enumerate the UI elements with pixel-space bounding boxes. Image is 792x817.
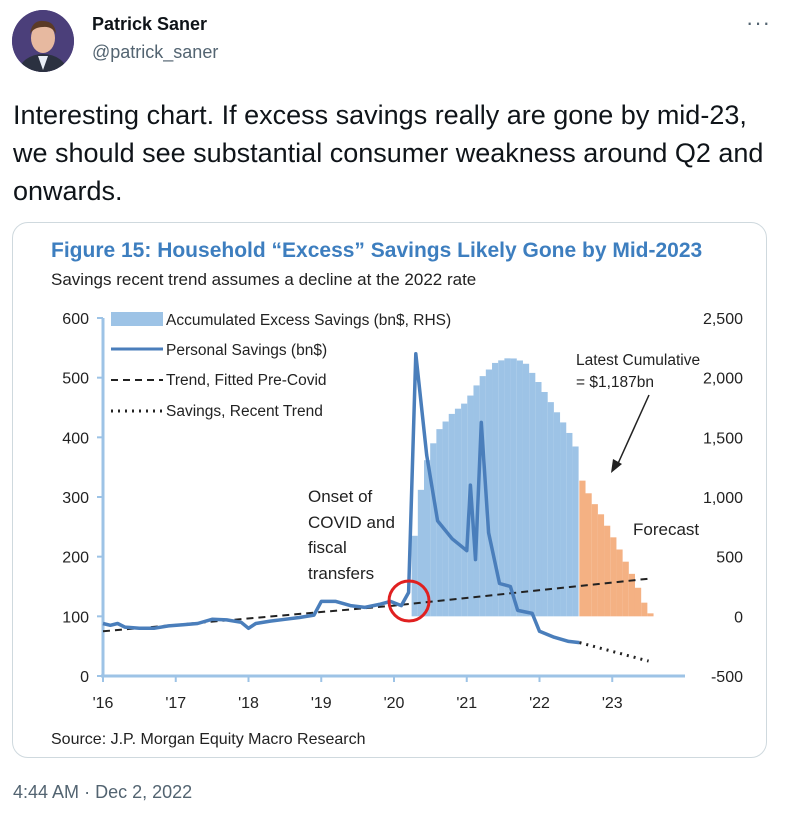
excess-savings-bar xyxy=(553,412,561,617)
tweet-media-chart[interactable]: Figure 15: Household “Excess” Savings Li… xyxy=(12,222,767,758)
y-right-tick-label: 1,500 xyxy=(703,430,743,447)
annotation-latest-line2: = $1,187bn xyxy=(576,374,654,391)
legend-swatch-excess xyxy=(111,312,163,326)
more-options-icon[interactable]: ··· xyxy=(746,10,771,35)
annotation-forecast: Forecast xyxy=(633,520,699,539)
y-right-tick-label: 1,000 xyxy=(703,490,743,507)
excess-savings-bar xyxy=(479,376,486,617)
y-right-tick-label: 500 xyxy=(716,550,743,567)
excess-savings-bar xyxy=(522,363,530,617)
right-axis-ticks: 2,500 2,000 1,500 1,000 500 0 -500 xyxy=(703,311,743,686)
y-left-tick-label: 500 xyxy=(62,371,89,388)
y-left-tick-label: 400 xyxy=(62,430,89,447)
annotation-latest-line1: Latest Cumulative xyxy=(576,352,700,369)
x-tick-label: '17 xyxy=(165,695,186,712)
x-tick-label: '22 xyxy=(529,695,550,712)
legend-label-excess: Accumulated Excess Savings (bn$, RHS) xyxy=(166,312,451,329)
y-right-tick-label: 0 xyxy=(734,609,743,626)
x-tick-label: '19 xyxy=(311,695,332,712)
excess-savings-bar xyxy=(442,421,449,617)
forecast-bar xyxy=(579,480,586,617)
timestamp-separator: · xyxy=(84,782,91,802)
excess-savings-bar xyxy=(566,432,573,617)
tweet-text: Interesting chart. If excess savings rea… xyxy=(13,100,764,206)
excess-savings-bar xyxy=(417,489,425,617)
y-left-tick-label: 100 xyxy=(62,609,89,626)
annotation-arrowhead xyxy=(611,459,622,473)
x-tick-label: '16 xyxy=(93,695,114,712)
chart-subtitle: Savings recent trend assumes a decline a… xyxy=(51,270,476,289)
excess-savings-bar xyxy=(498,360,505,617)
excess-savings-bar xyxy=(572,446,579,617)
avatar-image xyxy=(12,10,74,72)
legend-label-trend: Trend, Fitted Pre-Covid xyxy=(166,372,327,389)
avatar[interactable] xyxy=(12,10,74,72)
forecast-bar xyxy=(622,561,629,617)
display-name[interactable]: Patrick Saner xyxy=(92,14,208,34)
forecast-bar xyxy=(591,504,598,617)
y-right-tick-label: 2,000 xyxy=(703,371,743,388)
annotation-onset-line3: fiscal xyxy=(308,538,347,557)
legend-label-personal: Personal Savings (bn$) xyxy=(166,342,327,359)
excess-savings-bar xyxy=(510,358,517,617)
personal-savings-line xyxy=(102,352,580,645)
covid-onset-circle xyxy=(387,579,431,623)
x-axis-ticks: '16 '17 '18 '19 '20 '21 '22 '23 xyxy=(93,676,623,712)
y-left-tick-label: 300 xyxy=(62,490,89,507)
annotation-onset-line2: COVID and xyxy=(308,513,395,532)
tweet-timestamp: 4:44 AM · Dec 2, 2022 xyxy=(13,782,192,803)
annotation-arrow-line xyxy=(615,394,650,469)
excess-savings-bar xyxy=(430,443,437,617)
x-tick-label: '18 xyxy=(238,695,259,712)
forecast-bar xyxy=(585,493,592,617)
forecast-bars xyxy=(579,480,654,617)
excess-savings-bar xyxy=(504,358,511,617)
y-left-tick-label: 600 xyxy=(62,311,89,328)
legend-label-recent: Savings, Recent Trend xyxy=(166,403,323,420)
y-right-tick-label: 2,500 xyxy=(703,311,743,328)
forecast-bar xyxy=(641,602,648,617)
forecast-bar xyxy=(610,537,617,617)
y-right-tick-label: -500 xyxy=(711,669,743,686)
excess-savings-bar xyxy=(485,369,493,617)
y-left-tick-label: 0 xyxy=(80,669,89,686)
excess-savings-bar xyxy=(448,413,455,617)
forecast-bar xyxy=(597,514,605,617)
excess-savings-bar xyxy=(529,372,536,617)
y-left-tick-label: 200 xyxy=(62,550,89,567)
timestamp-date[interactable]: Dec 2, 2022 xyxy=(95,782,193,802)
annotation-onset-line1: Onset of xyxy=(308,487,373,506)
excess-savings-bar xyxy=(461,403,468,617)
forecast-bar xyxy=(604,525,611,617)
excess-savings-bar xyxy=(547,402,554,617)
excess-savings-bar xyxy=(454,408,462,617)
chart-title: Figure 15: Household “Excess” Savings Li… xyxy=(51,239,702,262)
forecast-bar xyxy=(628,573,635,617)
x-tick-label: '23 xyxy=(602,695,623,712)
excess-savings-bar xyxy=(535,382,542,617)
forecast-bar xyxy=(647,613,654,617)
excess-savings-bar xyxy=(560,422,567,617)
x-tick-label: '20 xyxy=(384,695,405,712)
excess-savings-bar xyxy=(516,360,523,617)
forecast-bar xyxy=(634,587,642,617)
chart: Figure 15: Household “Excess” Savings Li… xyxy=(51,239,743,748)
excess-savings-bar xyxy=(424,460,431,617)
excess-savings-bar xyxy=(541,391,548,617)
handle[interactable]: @patrick_saner xyxy=(92,42,219,62)
savings-recent-trend-line xyxy=(579,641,649,663)
forecast-bar xyxy=(616,549,623,617)
chart-source: Source: J.P. Morgan Equity Macro Researc… xyxy=(51,731,366,748)
annotation-onset-line4: transfers xyxy=(308,564,374,583)
left-axis-ticks: 600 500 400 300 200 100 0 xyxy=(62,311,103,686)
excess-savings-bars xyxy=(411,358,579,617)
excess-savings-bar xyxy=(411,535,418,617)
timestamp-time[interactable]: 4:44 AM xyxy=(13,782,80,802)
excess-savings-bar xyxy=(492,362,499,617)
x-tick-label: '21 xyxy=(456,695,477,712)
